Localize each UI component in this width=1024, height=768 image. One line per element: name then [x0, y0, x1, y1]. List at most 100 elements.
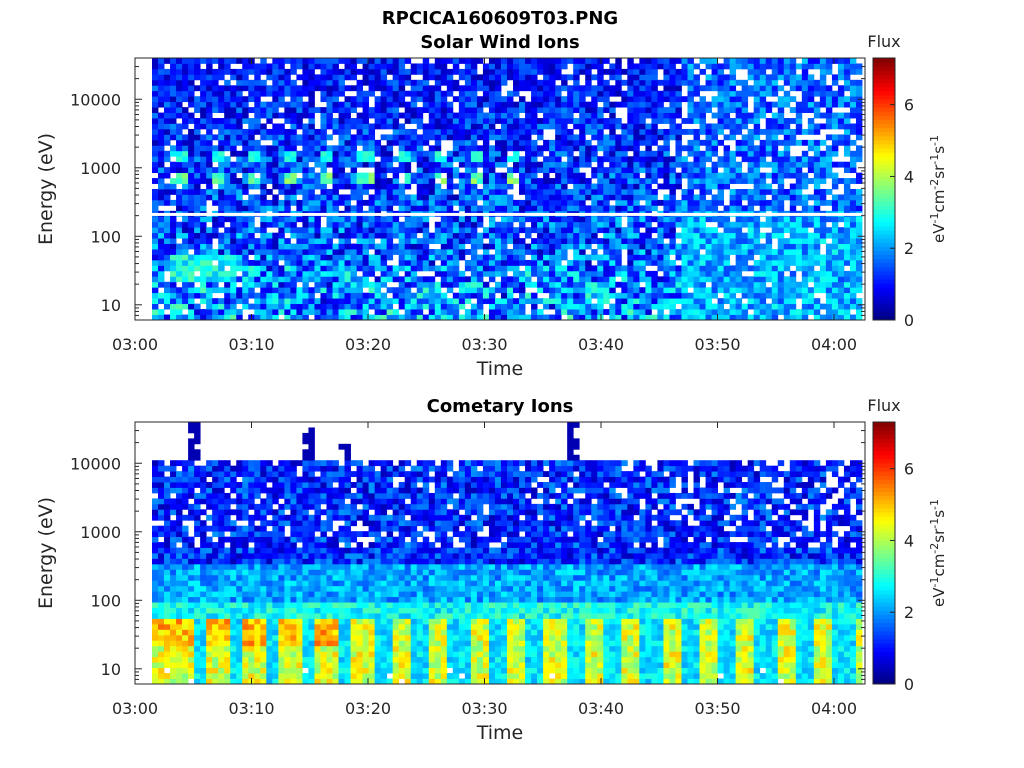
heatmap-cell [374, 123, 382, 130]
heatmap-cell [332, 216, 339, 223]
heatmap-cell [573, 199, 580, 206]
heatmap-cell [326, 249, 333, 255]
heatmap-cell [669, 128, 676, 135]
heatmap-cell [519, 79, 526, 86]
heatmap-cell [837, 123, 845, 130]
heatmap-cell [380, 199, 388, 206]
heatmap-cell [513, 178, 520, 184]
heatmap-cell [531, 314, 538, 321]
heatmap-cell [801, 292, 809, 299]
heatmap-cell [338, 167, 345, 174]
heatmap-cell [302, 58, 309, 64]
heatmap-cell [410, 139, 418, 146]
heatmap-cell [627, 276, 634, 283]
heatmap-cell [248, 139, 255, 146]
heatmap-cell [362, 79, 370, 86]
heatmap-cell [266, 150, 273, 157]
heatmap-cell [410, 96, 418, 103]
heatmap-cell [446, 238, 454, 244]
heatmap-cell [723, 276, 731, 283]
heatmap-cell [368, 205, 376, 212]
heatmap-cell [699, 243, 706, 250]
heatmap-cell [278, 156, 285, 163]
heatmap-cell [795, 232, 803, 239]
heatmap-cell [362, 259, 370, 266]
heatmap-cell [753, 156, 761, 163]
heatmap-cell [615, 249, 622, 255]
heatmap-cell [699, 96, 706, 103]
heatmap-cell [440, 292, 448, 299]
heatmap-cell [248, 238, 255, 244]
heatmap-cell [356, 118, 363, 124]
heatmap-cell [543, 145, 550, 152]
heatmap-cell [579, 243, 586, 250]
heatmap-cell [543, 249, 550, 255]
heatmap-cell [242, 139, 249, 146]
heatmap-cell [212, 107, 219, 113]
heatmap-cell [272, 68, 279, 75]
heatmap-cell [332, 249, 339, 255]
heatmap-cell [729, 68, 737, 75]
heatmap-cell [777, 123, 785, 130]
heatmap-cell [470, 101, 478, 108]
heatmap-cell [537, 254, 544, 261]
heatmap-cell [765, 145, 773, 152]
heatmap-cell [657, 298, 664, 305]
heatmap-cell [206, 183, 213, 190]
heatmap-cell [338, 183, 345, 190]
heatmap-cell [260, 128, 267, 135]
heatmap-cell [152, 150, 159, 157]
heatmap-cell [507, 145, 514, 152]
heatmap-cell [212, 90, 219, 97]
heatmap-cell [194, 74, 201, 81]
heatmap-cell [278, 298, 285, 305]
heatmap-cell [591, 216, 598, 223]
heatmap-cell [717, 161, 725, 168]
heatmap-cell [428, 205, 436, 212]
heatmap-cell [392, 74, 400, 81]
heatmap-cell [194, 178, 201, 184]
heatmap-cell [855, 150, 863, 157]
heatmap-cell [561, 139, 568, 146]
heatmap-cell [284, 287, 291, 294]
heatmap-cell [242, 270, 249, 277]
heatmap-cell [440, 96, 448, 103]
heatmap-cell [687, 216, 694, 223]
heatmap-cell [476, 281, 484, 288]
heatmap-cell [783, 74, 791, 81]
heatmap-cell [549, 249, 556, 255]
heatmap-cell [368, 298, 376, 305]
heatmap-cell [837, 303, 845, 310]
heatmap-cell [236, 85, 243, 92]
heatmap-cell [741, 254, 749, 261]
heatmap-cell [687, 74, 694, 81]
heatmap-cell [585, 232, 592, 239]
heatmap-cell [645, 232, 652, 239]
heatmap-cell [242, 243, 249, 250]
heatmap-cell [741, 63, 749, 70]
heatmap-cell [807, 90, 815, 97]
heatmap-cell [537, 287, 544, 294]
heatmap-cell [302, 238, 309, 244]
heatmap-cell [693, 167, 700, 174]
heatmap-cell [771, 303, 779, 310]
heatmap-cell [777, 96, 785, 103]
heatmap-cell [597, 227, 604, 234]
heatmap-cell [452, 85, 460, 92]
heatmap-cell [458, 96, 466, 103]
heatmap-cell [645, 90, 652, 97]
heatmap-cell [494, 63, 502, 70]
heatmap-cell [422, 178, 430, 184]
heatmap-cell [332, 63, 339, 70]
heatmap-cell [398, 292, 406, 299]
heatmap-cell [182, 167, 189, 174]
heatmap-cell [158, 79, 165, 86]
heatmap-cell [633, 292, 640, 299]
heatmap-cell [470, 276, 478, 283]
heatmap-cell [284, 167, 291, 174]
heatmap-cell [356, 216, 363, 223]
heatmap-cell [266, 90, 273, 97]
heatmap-cell [579, 221, 586, 228]
heatmap-cell [573, 79, 580, 86]
heatmap-cell [452, 96, 460, 103]
